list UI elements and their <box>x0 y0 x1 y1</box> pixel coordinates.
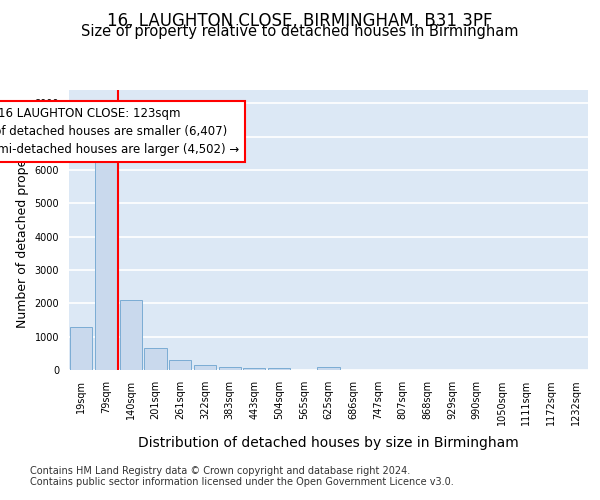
Bar <box>145 348 167 370</box>
Y-axis label: Number of detached properties: Number of detached properties <box>16 132 29 328</box>
Bar <box>317 366 340 370</box>
Text: Contains public sector information licensed under the Open Government Licence v3: Contains public sector information licen… <box>30 477 454 487</box>
Bar <box>119 300 142 370</box>
Bar <box>218 366 241 370</box>
Text: 16, LAUGHTON CLOSE, BIRMINGHAM, B31 3PF: 16, LAUGHTON CLOSE, BIRMINGHAM, B31 3PF <box>107 12 493 30</box>
Bar <box>70 326 92 370</box>
Bar <box>194 365 216 370</box>
Text: Distribution of detached houses by size in Birmingham: Distribution of detached houses by size … <box>139 436 519 450</box>
Text: 16 LAUGHTON CLOSE: 123sqm
← 58% of detached houses are smaller (6,407)
41% of se: 16 LAUGHTON CLOSE: 123sqm ← 58% of detac… <box>0 106 239 156</box>
Bar <box>95 150 117 370</box>
Text: Contains HM Land Registry data © Crown copyright and database right 2024.: Contains HM Land Registry data © Crown c… <box>30 466 410 476</box>
Bar <box>169 360 191 370</box>
Text: Size of property relative to detached houses in Birmingham: Size of property relative to detached ho… <box>81 24 519 39</box>
Bar <box>243 368 265 370</box>
Bar <box>268 368 290 370</box>
